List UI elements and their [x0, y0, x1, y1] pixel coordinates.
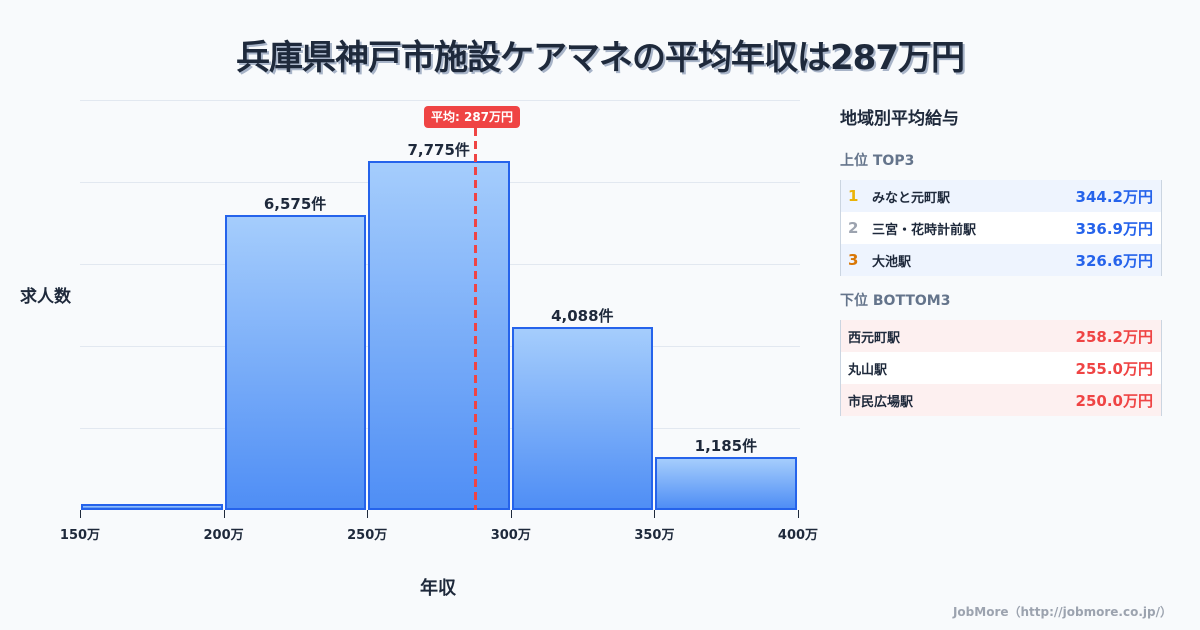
x-tick [80, 510, 81, 518]
x-tick-label: 150万 [59, 528, 101, 543]
table-row: 市民広場駅 250.0万円 [841, 384, 1161, 416]
rank-number: 2 [848, 219, 859, 237]
histogram-bar [368, 161, 510, 510]
table-row: 1 みなと元町駅 344.2万円 [841, 180, 1161, 212]
station-name: 西元町駅 [848, 330, 901, 346]
histogram-bar [511, 326, 654, 510]
regional-salary-panel: 地域別平均給与 上位 TOP3 1 みなと元町駅 344.2万円 2 三宮・花時… [840, 104, 1162, 416]
top3-label: 上位 TOP3 [840, 153, 915, 169]
x-tick [798, 510, 799, 518]
histogram-bar [224, 214, 367, 510]
x-axis-label: 年収 [420, 578, 456, 599]
y-axis-label: 求人数 [20, 287, 71, 307]
histogram-bar [655, 456, 797, 510]
station-name: みなと元町駅 [872, 190, 951, 206]
x-tick-label: 400万 [777, 528, 819, 543]
station-name: 三宮・花時計前駅 [872, 222, 977, 238]
gridline [80, 100, 800, 101]
salary-value: 255.0万円 [1075, 359, 1153, 378]
table-row: 丸山駅 255.0万円 [841, 352, 1161, 384]
bar-value-label: 1,185件 [694, 436, 758, 455]
bar-value-label: 6,575件 [263, 194, 327, 213]
x-tick-label: 200万 [203, 528, 244, 543]
table-row: 2 三宮・花時計前駅 336.9万円 [841, 212, 1161, 244]
salary-value: 344.2万円 [1075, 187, 1153, 206]
bar-value-label: 4,088件 [551, 306, 614, 325]
rank-number: 3 [848, 251, 859, 269]
rank-number: 1 [848, 187, 859, 205]
x-tick-label: 350万 [634, 528, 675, 543]
bottom3-label: 下位 BOTTOM3 [840, 293, 951, 309]
panel-title: 地域別平均給与 [840, 109, 959, 129]
bar-value-label: 7,775件 [407, 141, 470, 159]
x-tick [654, 510, 656, 518]
page-title: 兵庫県神戸市施設ケアマネの平均年収は287万円 [236, 38, 965, 78]
x-tick-label: 300万 [490, 528, 531, 543]
source-credit: JobMore（http://jobmore.co.jp/） [952, 605, 1172, 619]
mean-line [474, 128, 477, 510]
table-row: 3 大池駅 326.6万円 [841, 244, 1161, 276]
x-tick [367, 510, 369, 518]
salary-value: 326.6万円 [1075, 251, 1153, 270]
histogram-chart: 6,575件 7,775件 4,088件 1,185件 150万 200万 250万 300… [20, 100, 818, 599]
salary-value: 250.0万円 [1075, 391, 1153, 410]
salary-value: 336.9万円 [1075, 219, 1153, 238]
histogram-bar [81, 504, 223, 510]
mean-badge: 平均: 287万円 [424, 106, 521, 128]
top3-table: 1 みなと元町駅 344.2万円 2 三宮・花時計前駅 336.9万円 3 大池… [840, 180, 1162, 276]
salary-value: 258.2万円 [1075, 327, 1153, 346]
x-tick [223, 510, 225, 518]
x-tick [510, 510, 512, 518]
station-name: 市民広場駅 [848, 394, 914, 410]
x-tick-label: 250万 [347, 528, 388, 543]
station-name: 大池駅 [872, 254, 912, 270]
table-row: 西元町駅 258.2万円 [841, 320, 1161, 352]
bottom3-table: 西元町駅 258.2万円 丸山駅 255.0万円 市民広場駅 250.0万円 [840, 320, 1162, 416]
station-name: 丸山駅 [848, 362, 888, 378]
